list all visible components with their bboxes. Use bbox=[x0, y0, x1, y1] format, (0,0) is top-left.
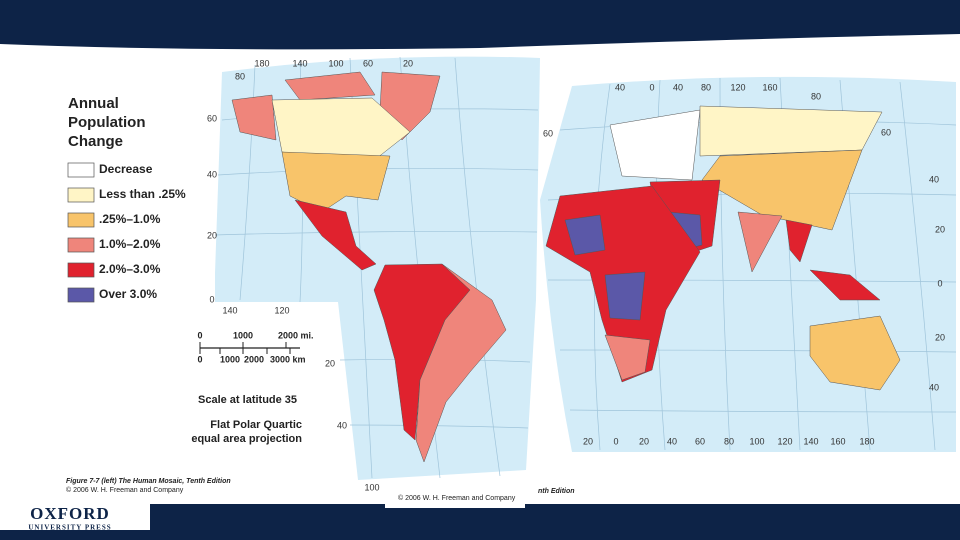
graticule-label: 80 bbox=[235, 71, 245, 81]
footer-band bbox=[150, 504, 960, 540]
map-left bbox=[214, 56, 540, 480]
graticule-label: 40 bbox=[667, 436, 677, 446]
graticule-label: 120 bbox=[777, 436, 792, 446]
canada bbox=[271, 97, 411, 163]
graticule-label: 60 bbox=[363, 58, 373, 68]
graticule-label: 20 bbox=[583, 436, 593, 446]
map-right-labels: 40 0 40 80 120 160 80 60 60 40 20 0 20 40 20 0 20 40 60 80 1… bbox=[543, 82, 945, 446]
scale-label: 2000 bbox=[244, 354, 264, 364]
legend-label: 2.0%–3.0% bbox=[99, 262, 161, 276]
graticule-label: 40 bbox=[929, 382, 939, 392]
graticule-label: 100 bbox=[328, 58, 343, 68]
graticule-label: 160 bbox=[762, 82, 777, 92]
graticule-label: 80 bbox=[724, 436, 734, 446]
logo: OXFORD bbox=[30, 504, 110, 523]
scale-label: 1000 bbox=[220, 354, 240, 364]
graticule-label: 60 bbox=[881, 127, 891, 137]
legend-title: Population bbox=[68, 114, 146, 131]
caption-box bbox=[385, 480, 525, 508]
legend: Annual Population Change Decrease Less than … bbox=[67, 95, 186, 303]
legend-swatch bbox=[67, 162, 95, 178]
europe bbox=[609, 109, 701, 181]
legend-title: Annual bbox=[68, 95, 119, 112]
africa-high-growth bbox=[564, 214, 646, 321]
legend-swatch bbox=[67, 187, 95, 203]
legend-label: Over 3.0% bbox=[99, 287, 157, 301]
map-right bbox=[540, 76, 957, 452]
mexico-central-america bbox=[294, 199, 377, 271]
scale-label: 3000 km bbox=[270, 354, 306, 364]
legend-swatch bbox=[67, 262, 95, 278]
graticule-label: 20 bbox=[403, 58, 413, 68]
graticule-label: 0 bbox=[209, 294, 214, 304]
graticule-label: 40 bbox=[615, 82, 625, 92]
legend-label: Decrease bbox=[99, 162, 153, 176]
graticule-label: 20 bbox=[639, 436, 649, 446]
graticule-label: 100 bbox=[364, 482, 379, 492]
caption: nth Edition bbox=[538, 488, 575, 495]
header-band bbox=[0, 0, 960, 50]
graticule-label: 120 bbox=[274, 305, 289, 315]
arctic-islands bbox=[284, 71, 376, 101]
scale-label: 0 bbox=[197, 330, 202, 340]
graticule-label: 40 bbox=[929, 174, 939, 184]
graticule-label: 140 bbox=[803, 436, 818, 446]
graticule-label: 0 bbox=[937, 278, 942, 288]
graticule-label: 120 bbox=[730, 82, 745, 92]
graticule-label: 0 bbox=[649, 82, 654, 92]
graticule-label: 60 bbox=[695, 436, 705, 446]
graticule-label: 40 bbox=[673, 82, 683, 92]
usa bbox=[281, 151, 391, 213]
india bbox=[737, 211, 783, 273]
graticule-label: 140 bbox=[292, 58, 307, 68]
footer-band-left bbox=[0, 530, 150, 540]
graticule-label: 180 bbox=[859, 436, 874, 446]
graticule-label: 160 bbox=[830, 436, 845, 446]
southeast-asia bbox=[785, 219, 881, 301]
caption: Figure 7-7 (left) The Human Mosaic, Tent… bbox=[66, 478, 231, 485]
australia bbox=[809, 315, 901, 391]
caption: © 2006 W. H. Freeman and Company bbox=[66, 486, 184, 494]
scale-note: Scale at latitude 35 bbox=[198, 394, 297, 406]
legend-swatch bbox=[67, 237, 95, 253]
legend-swatch bbox=[67, 212, 95, 228]
legend-swatch bbox=[67, 287, 95, 303]
legend-label: Less than .25% bbox=[99, 187, 186, 201]
graticule-label: 20 bbox=[935, 224, 945, 234]
alaska bbox=[231, 94, 277, 141]
southern-africa bbox=[604, 334, 651, 381]
graticule-label: 80 bbox=[701, 82, 711, 92]
graticule-label: 100 bbox=[749, 436, 764, 446]
legend-label: .25%–1.0% bbox=[99, 212, 161, 226]
graticule-label: 180 bbox=[254, 58, 269, 68]
graticule-label: 40 bbox=[337, 420, 347, 430]
graticule-label: 0 bbox=[613, 436, 618, 446]
graticule-label: 20 bbox=[325, 358, 335, 368]
graticule-label: 140 bbox=[222, 305, 237, 315]
graticule-label: 60 bbox=[207, 113, 217, 123]
graticule-label: 60 bbox=[543, 128, 553, 138]
graticule-label: 40 bbox=[207, 169, 217, 179]
brazil-argentina bbox=[415, 263, 507, 463]
graticule-label: 80 bbox=[811, 91, 821, 101]
projection: equal area projection bbox=[191, 433, 302, 445]
legend-label: 1.0%–2.0% bbox=[99, 237, 161, 251]
caption: © 2006 W. H. Freeman and Company bbox=[398, 494, 516, 502]
scale-label: 1000 bbox=[233, 330, 253, 340]
projection: Flat Polar Quartic bbox=[210, 419, 302, 431]
legend-title: Change bbox=[68, 133, 123, 150]
graticule-label: 20 bbox=[935, 332, 945, 342]
scale-label: 0 bbox=[197, 354, 202, 364]
scale-bar bbox=[199, 342, 300, 354]
russia bbox=[699, 105, 883, 157]
graticule-label: 20 bbox=[207, 230, 217, 240]
logo-sub: UNIVERSITY PRESS bbox=[28, 524, 111, 532]
scale-label: 2000 mi. bbox=[278, 330, 314, 340]
